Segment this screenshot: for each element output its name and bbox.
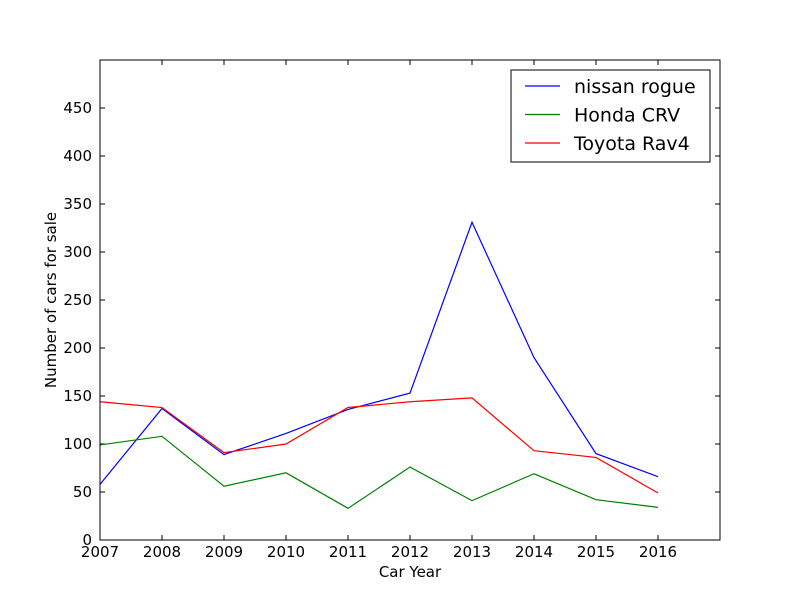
- y-tick-label: 350: [63, 195, 92, 213]
- legend: nissan rogue Honda CRV Toyota Rav4: [510, 69, 711, 163]
- x-tick-label: 2009: [205, 543, 243, 561]
- x-tick-label: 2016: [639, 543, 677, 561]
- ticks-layer: 2007 2008 2009 2010 2011 2012 2013 2014 2015 2016…: [63, 60, 720, 561]
- x-tick-label: 2007: [81, 543, 119, 561]
- y-tick-label: 250: [63, 291, 92, 309]
- legend-label: nissan rogue: [574, 76, 696, 98]
- x-tick-label: 2014: [515, 543, 553, 561]
- y-tick-label: 200: [63, 339, 92, 357]
- y-tick-label: 400: [63, 147, 92, 165]
- x-tick-label: 2010: [267, 543, 305, 561]
- y-tick-label: 100: [63, 435, 92, 453]
- y-tick-label: 300: [63, 243, 92, 261]
- x-tick-label: 2011: [329, 543, 367, 561]
- x-tick-label: 2015: [577, 543, 615, 561]
- y-tick-label: 50: [73, 483, 92, 501]
- series-layer: [99, 220, 659, 510]
- legend-label: Honda CRV: [574, 105, 680, 127]
- x-tick-label: 2008: [143, 543, 181, 561]
- x-tick-label: 2013: [453, 543, 491, 561]
- series-line-nissan-rogue: [99, 220, 659, 485]
- y-tick-label: 0: [82, 531, 92, 549]
- plot-area-frame: [99, 59, 721, 541]
- series-line-toyota-rav4: [99, 397, 659, 494]
- x-axis-label: Car Year: [379, 563, 442, 581]
- legend-box: [510, 69, 711, 163]
- x-tick-label: 2012: [391, 543, 429, 561]
- y-tick-label: 150: [63, 387, 92, 405]
- y-axis-label: Number of cars for sale: [42, 212, 60, 388]
- legend-label: Toyota Rav4: [573, 133, 690, 155]
- y-tick-label: 450: [63, 99, 92, 117]
- series-line-honda-crv: [99, 435, 659, 510]
